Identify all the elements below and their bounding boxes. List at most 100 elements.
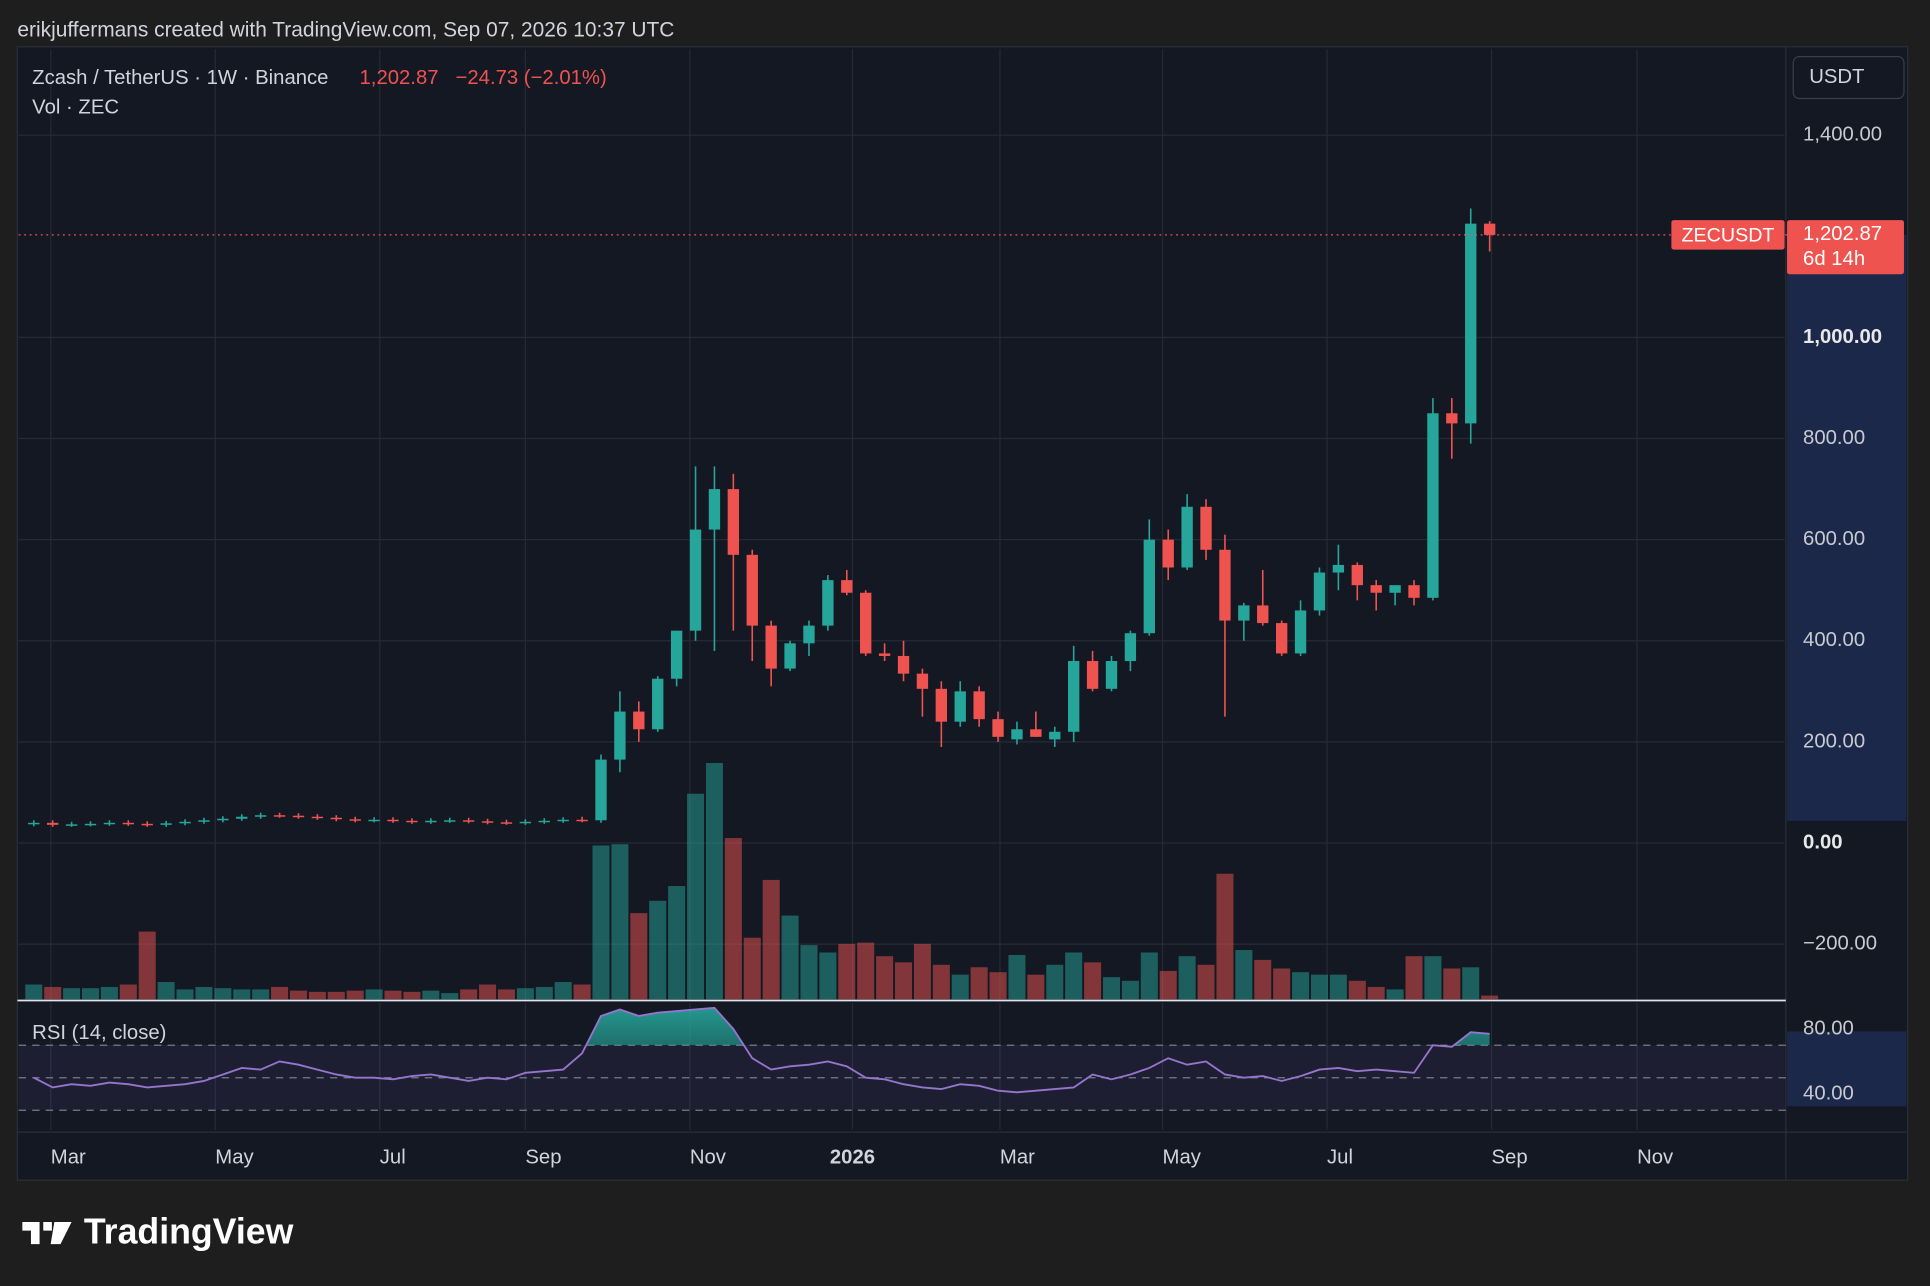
volume-title: Vol · ZEC xyxy=(32,97,119,119)
candle-body xyxy=(254,815,267,817)
candle-body xyxy=(1124,633,1137,662)
candle-body xyxy=(992,719,1004,737)
candle-body xyxy=(500,822,513,824)
candle-body xyxy=(292,815,305,818)
volume-bar xyxy=(44,986,62,1000)
volume-bar xyxy=(1254,959,1272,1000)
volume-bar xyxy=(1102,977,1121,1000)
candle-body xyxy=(954,691,966,722)
volume-bar xyxy=(951,974,969,1000)
volume-bar xyxy=(1405,956,1423,1000)
candle-body xyxy=(160,823,172,825)
candle-body xyxy=(28,822,40,825)
volume-bar xyxy=(289,990,307,1000)
volume-bar xyxy=(573,984,591,1000)
volume-bar xyxy=(308,991,326,1000)
candle-body xyxy=(973,691,985,720)
currency-label[interactable]: USDT xyxy=(1809,66,1864,88)
currency-button[interactable] xyxy=(1792,55,1905,100)
attribution: erikjuffermans created with TradingView.… xyxy=(17,18,674,41)
candle-body xyxy=(1389,585,1401,593)
volume-bar xyxy=(214,988,232,1000)
rsi-title: RSI (14, close) xyxy=(32,1022,166,1044)
volume-bar xyxy=(384,990,402,1000)
candle-body xyxy=(84,823,97,826)
change-legend: −24.73 (−2.01%) xyxy=(456,67,607,89)
volume-bar xyxy=(157,982,175,1000)
candle-body xyxy=(1370,585,1382,593)
volume-bar xyxy=(1462,967,1480,1000)
volume-bar xyxy=(460,989,478,1000)
price-axis-highlight xyxy=(1787,234,1907,821)
candle-body xyxy=(822,580,834,626)
volume-bar xyxy=(895,962,913,1000)
candle-body xyxy=(273,815,286,817)
volume-bar xyxy=(1027,974,1045,1000)
x-tick-label: Nov xyxy=(1637,1146,1674,1168)
volume-bar xyxy=(762,879,780,1000)
volume-bar xyxy=(1008,954,1026,1000)
candle-body xyxy=(708,489,721,530)
x-tick-label: Sep xyxy=(1492,1146,1528,1168)
candle-body xyxy=(916,673,929,689)
candle-body xyxy=(1257,605,1269,624)
candle-body xyxy=(765,625,777,669)
volume-bar xyxy=(1159,970,1177,1000)
volume-bar xyxy=(365,989,383,1000)
y-tick-label: 0.00 xyxy=(1803,831,1843,853)
volume-bar xyxy=(63,988,81,1000)
candle-body xyxy=(689,529,702,631)
volume-bar xyxy=(422,990,440,1000)
volume-bar xyxy=(1348,980,1366,1000)
candle-body xyxy=(1483,223,1496,235)
candle-body xyxy=(746,554,758,626)
volume-bar xyxy=(857,942,875,1000)
candle-body xyxy=(670,630,683,679)
volume-bar xyxy=(327,991,345,1000)
volume-bar xyxy=(1140,952,1158,1000)
candle-body xyxy=(179,821,191,824)
volume-bar xyxy=(479,984,497,1000)
candle-body xyxy=(614,711,626,760)
logo-text: TradingView xyxy=(84,1212,294,1252)
volume-bar xyxy=(195,986,213,1000)
volume-bar xyxy=(1235,950,1253,1000)
logo-icon xyxy=(22,1222,72,1245)
y-tick-label: 400.00 xyxy=(1803,629,1865,651)
y-tick-label: 200.00 xyxy=(1803,730,1865,752)
y-tick-label: 800.00 xyxy=(1803,427,1865,449)
candle-body xyxy=(1011,729,1023,740)
volume-bar xyxy=(1046,964,1064,1000)
volume-bar xyxy=(119,984,137,1000)
volume-bar xyxy=(989,972,1007,1000)
symbol-label-box xyxy=(1671,220,1785,250)
symbol-title: Zcash / TetherUS · 1W · Binance xyxy=(32,67,328,89)
x-tick-label: 2026 xyxy=(830,1146,875,1168)
candle-body xyxy=(576,819,588,822)
candle-body xyxy=(330,817,342,820)
candle-body xyxy=(1446,413,1458,424)
candle-body xyxy=(1049,731,1061,740)
rsi-axis-highlight xyxy=(1787,1031,1907,1107)
volume-bar xyxy=(743,937,761,1000)
candle-body xyxy=(1105,661,1118,689)
volume-bar xyxy=(1329,974,1347,1000)
volume-bar xyxy=(1424,956,1442,1000)
volume-bar xyxy=(1386,989,1404,1000)
candle-body xyxy=(1219,549,1231,621)
candle-body xyxy=(897,655,910,674)
volume-bar xyxy=(724,838,742,1000)
volume-bar xyxy=(1443,968,1461,1000)
candle-body xyxy=(462,820,475,822)
candle-body xyxy=(652,678,664,730)
volume-bar xyxy=(25,984,43,1000)
volume-bar xyxy=(592,845,610,1000)
volume-bar xyxy=(100,986,118,1000)
candle-body xyxy=(1313,572,1326,611)
candle-body xyxy=(633,711,645,730)
x-tick-label: May xyxy=(215,1146,254,1168)
candle-body xyxy=(311,816,324,819)
volume-bar xyxy=(233,989,251,1000)
candle-body xyxy=(217,818,229,821)
